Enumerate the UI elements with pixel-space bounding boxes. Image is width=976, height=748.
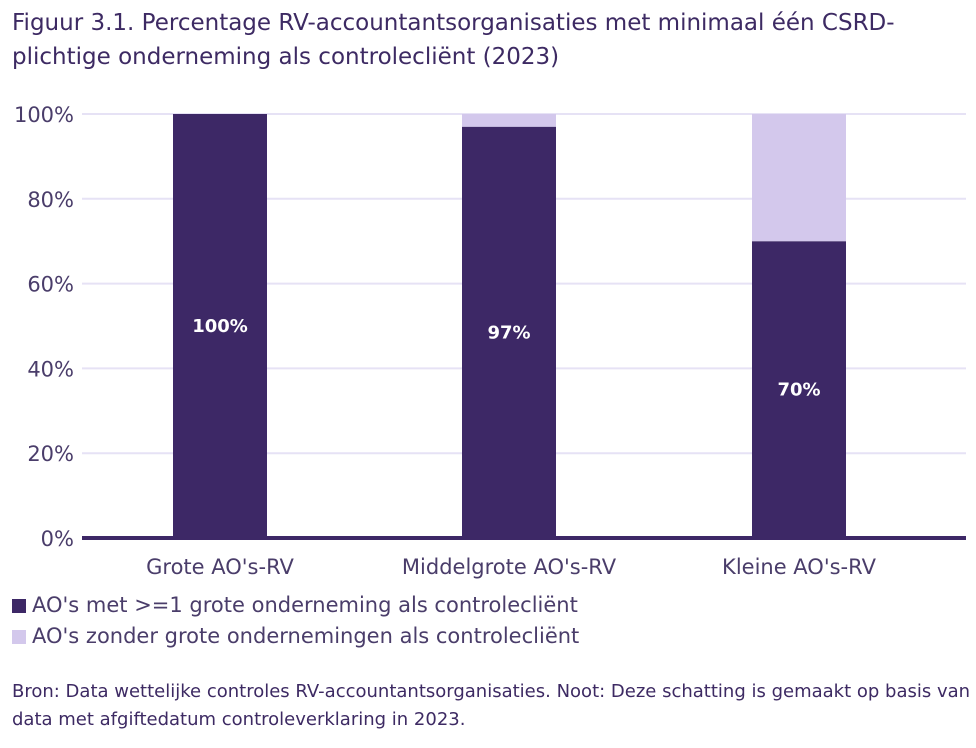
y-tick-label: 100% [14, 103, 74, 127]
bar-segment [752, 241, 846, 538]
stacked-bar-chart: 0% 20% 40% 60% 80% 100% 100% Grote AO's-RV 97% Mi… [14, 103, 966, 579]
chart-title: Figuur 3.1. Percentage RV-accountantsorg… [12, 10, 895, 70]
y-tick-label: 80% [27, 188, 74, 212]
bar-segment [752, 114, 846, 242]
y-tick-label: 0% [41, 527, 74, 551]
legend-label: AO's met >=1 grote onderneming als contr… [32, 593, 578, 617]
y-tick-label: 40% [27, 357, 74, 381]
legend: AO's met >=1 grote onderneming als contr… [12, 590, 579, 652]
y-tick-label: 60% [27, 273, 74, 297]
data-label: 70% [777, 380, 820, 401]
x-category-label: Grote AO's-RV [146, 555, 294, 579]
bar-segment [173, 114, 267, 538]
source-note: Bron: Data wettelijke controles RV-accou… [12, 681, 971, 730]
data-label: 97% [487, 322, 530, 343]
legend-item-with-large: AO's met >=1 grote onderneming als contr… [12, 590, 579, 621]
legend-swatch [12, 629, 26, 644]
x-category-label: Kleine AO's-RV [722, 555, 877, 579]
legend-item-without-large: AO's zonder grote ondernemingen als cont… [12, 621, 579, 652]
data-label: 100% [192, 316, 248, 337]
legend-swatch [12, 598, 26, 613]
bar-segment [462, 114, 556, 127]
bar-segment [462, 126, 556, 538]
x-category-label: Middelgrote AO's-RV [402, 555, 617, 579]
y-tick-label: 20% [27, 442, 74, 466]
legend-label: AO's zonder grote ondernemingen als cont… [32, 624, 580, 648]
